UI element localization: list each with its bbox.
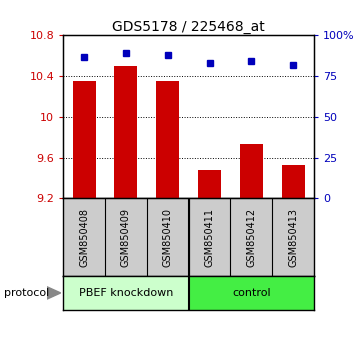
Text: GSM850411: GSM850411 xyxy=(205,208,214,267)
Bar xyxy=(73,81,96,198)
Bar xyxy=(63,276,188,310)
Text: control: control xyxy=(232,288,271,298)
Bar xyxy=(188,276,314,310)
Text: GSM850413: GSM850413 xyxy=(288,208,298,267)
Bar xyxy=(156,81,179,198)
Text: GSM850409: GSM850409 xyxy=(121,208,131,267)
Text: GSM850408: GSM850408 xyxy=(79,208,89,267)
Bar xyxy=(198,170,221,198)
Bar xyxy=(240,144,263,198)
Text: protocol: protocol xyxy=(4,288,49,298)
Bar xyxy=(282,165,305,198)
Text: PBEF knockdown: PBEF knockdown xyxy=(79,288,173,298)
Title: GDS5178 / 225468_at: GDS5178 / 225468_at xyxy=(112,21,265,34)
Bar xyxy=(114,66,138,198)
Polygon shape xyxy=(47,287,61,299)
Text: GSM850410: GSM850410 xyxy=(163,208,173,267)
Text: GSM850412: GSM850412 xyxy=(246,207,256,267)
